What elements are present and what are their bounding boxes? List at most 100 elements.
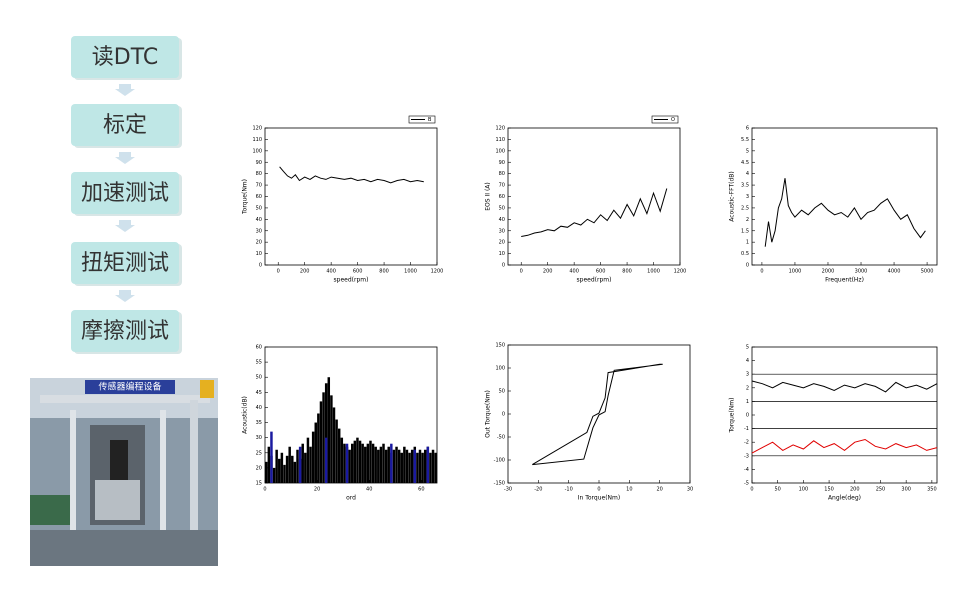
x-tick-label: 800 — [622, 269, 632, 275]
y-tick-label: 0 — [746, 413, 749, 419]
y-tick-label: 0 — [502, 263, 505, 269]
bar — [384, 449, 388, 483]
x-axis-label: speed(rpm) — [577, 277, 612, 284]
bar — [309, 446, 312, 483]
x-tick-label: 1200 — [431, 269, 444, 275]
x-tick-label: 1000 — [404, 269, 417, 275]
y-tick-label: -3 — [744, 453, 749, 459]
y-tick-label: 50 — [499, 205, 505, 211]
bar — [364, 446, 367, 483]
bar — [374, 446, 377, 483]
y-tick-label: 100 — [495, 148, 505, 154]
x-tick-label: 250 — [876, 487, 886, 493]
y-axis-label: Torque(Nm) — [242, 179, 249, 215]
y-tick-label: 40 — [256, 217, 262, 223]
x-tick-label: 350 — [927, 487, 937, 493]
bar — [418, 449, 422, 483]
bar — [390, 443, 393, 483]
bar — [416, 452, 419, 483]
bar — [304, 452, 307, 483]
x-tick-label: 50 — [775, 487, 781, 493]
data-line — [751, 380, 938, 393]
y-tick-label: 110 — [252, 137, 262, 143]
x-tick-label: 0 — [750, 487, 753, 493]
x-tick-label: 100 — [799, 487, 809, 493]
bar — [291, 455, 294, 483]
x-tick-label: 400 — [569, 269, 579, 275]
y-axis-label: EOS II (A) — [485, 182, 492, 210]
flow-step — [71, 310, 179, 352]
bar — [397, 449, 401, 483]
y-tick-label: 3.5 — [741, 183, 749, 189]
bar — [340, 437, 344, 483]
x-tick-label: 2000 — [822, 269, 835, 275]
y-tick-label: 90 — [256, 160, 262, 166]
y-tick-label: 70 — [499, 183, 505, 189]
bar — [343, 443, 346, 483]
y-tick-label: -5 — [744, 481, 749, 487]
y-tick-label: 30 — [256, 435, 262, 441]
flow-arrow — [115, 290, 135, 302]
x-tick-label: 4000 — [888, 269, 901, 275]
y-axis-label: Acoustic(dB) — [242, 396, 249, 434]
y-tick-label: 80 — [499, 171, 505, 177]
y-tick-label: -1 — [744, 426, 749, 432]
bar — [353, 440, 357, 483]
x-axis-label: ord — [346, 495, 356, 502]
bar — [317, 413, 320, 483]
legend-label: B — [428, 117, 432, 123]
bar — [301, 443, 304, 483]
x-tick-label: 150 — [824, 487, 834, 493]
bar — [322, 392, 325, 483]
photo: 传感器编程设备 — [30, 378, 218, 566]
bar — [285, 455, 289, 483]
y-tick-label: 15 — [256, 481, 262, 487]
bar — [296, 449, 299, 483]
bar — [330, 395, 333, 483]
bar — [395, 446, 398, 483]
y-tick-label: 120 — [495, 126, 505, 132]
bar — [421, 452, 424, 483]
x-tick-label: 200 — [300, 269, 310, 275]
y-tick-label: 45 — [256, 390, 262, 396]
bar — [356, 437, 359, 483]
x-tick-label: 40 — [366, 487, 372, 493]
flow-step-label: 扭矩测试 — [81, 251, 169, 276]
data-line — [764, 178, 926, 247]
flow-arrow — [115, 84, 135, 96]
x-tick-label: -20 — [534, 487, 542, 493]
flow-step-label: 标定 — [103, 113, 147, 138]
y-tick-label: 3 — [746, 372, 749, 378]
y-tick-label: 70 — [256, 183, 262, 189]
y-tick-label: -150 — [494, 481, 505, 487]
legend-label: O — [671, 117, 675, 123]
bar — [288, 446, 291, 483]
bar — [392, 449, 396, 483]
flow-step-label: 摩擦测试 — [81, 319, 169, 344]
flow-step — [71, 36, 179, 78]
bar — [324, 437, 328, 483]
y-tick-label: 2 — [746, 385, 749, 391]
bar — [265, 461, 268, 483]
bar — [408, 452, 411, 483]
y-tick-label: 3 — [746, 194, 749, 200]
x-tick-label: 1000 — [789, 269, 802, 275]
x-tick-label: 1200 — [674, 269, 687, 275]
x-tick-label: 3000 — [855, 269, 868, 275]
bar — [275, 449, 278, 483]
bar — [429, 452, 432, 483]
y-tick-label: 50 — [256, 375, 262, 381]
y-tick-label: 40 — [499, 217, 505, 223]
y-tick-label: 1 — [746, 240, 749, 246]
x-tick-label: -30 — [504, 487, 512, 493]
bar — [382, 443, 385, 483]
bar — [324, 383, 328, 483]
bar — [410, 449, 414, 483]
data-line — [521, 188, 668, 237]
y-tick-label: 5 — [746, 148, 749, 154]
y-tick-label: 5 — [746, 345, 749, 351]
y-tick-label: 4 — [746, 358, 749, 364]
x-axis-label: Frequent(Hz) — [825, 277, 864, 284]
bar — [434, 452, 437, 483]
y-tick-label: 110 — [495, 137, 505, 143]
